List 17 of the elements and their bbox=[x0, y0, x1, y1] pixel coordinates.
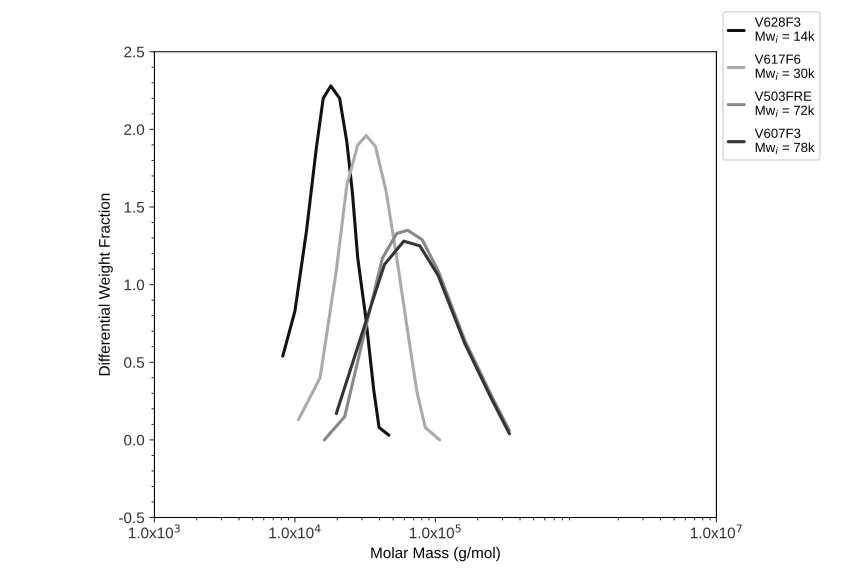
legend-label: V607F3 Mw$_{i}$ = 78k bbox=[754, 128, 815, 154]
y-tick-label: 0.5 bbox=[124, 357, 144, 368]
legend-label: V628F3 Mw$_{i}$ = 14k bbox=[754, 17, 815, 43]
x-tick-label: 1.0x10$^{7}$ bbox=[690, 524, 742, 538]
legend-label: V617F6 Mw$_{i}$ = 30k bbox=[754, 54, 815, 80]
y-tick-label: -0.5 bbox=[119, 512, 144, 524]
y-tick-label: 2.5 bbox=[124, 46, 144, 58]
y-tick-label: 1.5 bbox=[124, 202, 144, 213]
y-tick-label: 0.0 bbox=[124, 434, 144, 446]
x-tick-label: 1.0x10$^{3}$ bbox=[128, 524, 180, 538]
x-tick-label: 1.0x10$^{4}$ bbox=[269, 524, 320, 538]
y-tick-label: 2.0 bbox=[124, 124, 144, 136]
x-tick-label: 1.0x10$^{5}$ bbox=[410, 524, 461, 538]
y-tick-label: 1.0 bbox=[124, 279, 144, 290]
y-axis-title: Differential Weight Fraction bbox=[98, 194, 113, 376]
legend-label: V503FRE Mw$_{i}$ = 72k bbox=[754, 92, 814, 118]
x-axis-title: Molar Mass (g/mol) bbox=[371, 547, 500, 562]
